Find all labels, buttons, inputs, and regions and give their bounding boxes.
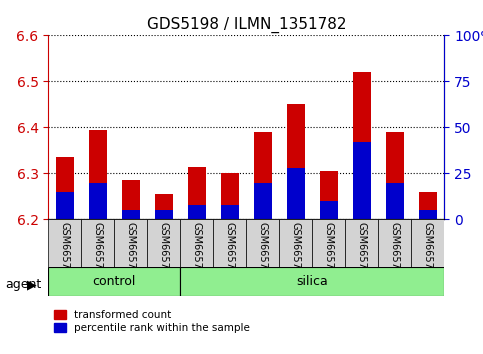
FancyBboxPatch shape (48, 219, 81, 267)
Text: GSM665771: GSM665771 (93, 222, 103, 281)
FancyBboxPatch shape (279, 219, 313, 267)
Text: GSM665793: GSM665793 (423, 222, 433, 281)
Text: GSM665754: GSM665754 (225, 222, 235, 281)
Bar (353, 72, 371, 219)
Bar (188, 166, 206, 219)
Bar (287, 104, 305, 219)
Text: GSM665774: GSM665774 (126, 222, 136, 281)
Bar (188, 205, 206, 219)
Legend: transformed count, percentile rank within the sample: transformed count, percentile rank withi… (54, 310, 250, 333)
Title: GDS5198 / ILMN_1351782: GDS5198 / ILMN_1351782 (146, 16, 346, 33)
FancyBboxPatch shape (313, 219, 345, 267)
Bar (155, 210, 173, 219)
Bar (221, 173, 239, 219)
Bar (419, 210, 437, 219)
Bar (254, 183, 272, 219)
Bar (122, 180, 140, 219)
Text: GSM665788: GSM665788 (159, 222, 169, 281)
Bar (56, 192, 74, 219)
Text: GSM665785: GSM665785 (357, 222, 367, 281)
FancyBboxPatch shape (180, 219, 213, 267)
Text: agent: agent (5, 279, 41, 291)
FancyBboxPatch shape (213, 219, 246, 267)
Text: GSM665792: GSM665792 (390, 222, 400, 281)
Bar (419, 192, 437, 219)
Text: silica: silica (297, 275, 328, 288)
Bar (122, 210, 140, 219)
Text: GSM665769: GSM665769 (258, 222, 268, 281)
Bar (287, 168, 305, 219)
Bar (221, 205, 239, 219)
Text: GSM665775: GSM665775 (324, 222, 334, 281)
Bar (386, 183, 404, 219)
Text: GSM665750: GSM665750 (192, 222, 202, 281)
FancyBboxPatch shape (412, 219, 444, 267)
Bar (155, 194, 173, 219)
FancyBboxPatch shape (378, 219, 412, 267)
Bar (320, 171, 338, 219)
Bar (386, 132, 404, 219)
Text: control: control (93, 275, 136, 288)
FancyBboxPatch shape (180, 267, 444, 296)
FancyBboxPatch shape (81, 219, 114, 267)
Bar (254, 132, 272, 219)
FancyBboxPatch shape (48, 267, 180, 296)
Bar (353, 142, 371, 219)
Text: ▶: ▶ (27, 279, 36, 291)
Bar (320, 201, 338, 219)
FancyBboxPatch shape (246, 219, 279, 267)
FancyBboxPatch shape (114, 219, 147, 267)
Bar (56, 157, 74, 219)
Bar (89, 183, 107, 219)
Bar (89, 130, 107, 219)
FancyBboxPatch shape (345, 219, 378, 267)
FancyBboxPatch shape (147, 219, 180, 267)
Text: GSM665761: GSM665761 (60, 222, 70, 281)
Text: GSM665770: GSM665770 (291, 222, 301, 281)
